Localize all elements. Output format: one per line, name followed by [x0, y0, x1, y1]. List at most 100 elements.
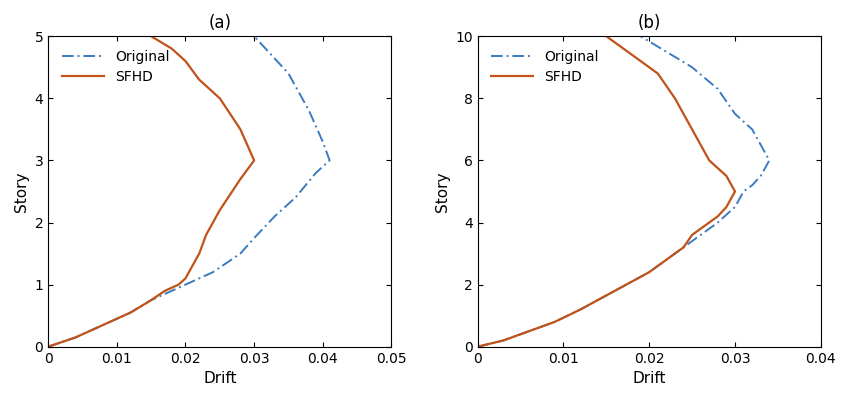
SFHD: [524, 329, 534, 334]
SFHD: [194, 251, 204, 256]
Original: [678, 245, 689, 250]
SFHD: [167, 46, 177, 51]
Original: [627, 279, 638, 284]
Y-axis label: Story: Story: [14, 171, 29, 212]
Original: [269, 214, 280, 219]
Original: [730, 112, 740, 116]
SFHD: [187, 264, 197, 268]
Original: [764, 158, 774, 163]
Original: [550, 320, 560, 324]
SFHD: [126, 310, 136, 315]
SFHD: [173, 282, 184, 287]
SFHD: [194, 77, 204, 82]
Original: [126, 310, 136, 315]
SFHD: [687, 127, 697, 132]
X-axis label: Drift: Drift: [203, 371, 236, 386]
Line: Original: Original: [48, 36, 330, 347]
SFHD: [180, 59, 190, 64]
SFHD: [601, 34, 611, 39]
Title: (a): (a): [208, 14, 231, 32]
SFHD: [201, 232, 211, 237]
SFHD: [498, 338, 508, 343]
Original: [222, 260, 232, 265]
SFHD: [687, 232, 697, 237]
Original: [747, 127, 757, 132]
SFHD: [627, 279, 638, 284]
SFHD: [235, 127, 246, 132]
SFHD: [722, 204, 732, 209]
SFHD: [473, 344, 483, 349]
Original: [575, 307, 586, 312]
SFHD: [670, 96, 680, 101]
SFHD: [713, 214, 723, 219]
Original: [325, 158, 335, 163]
Y-axis label: Story: Story: [434, 171, 450, 212]
Original: [180, 282, 190, 287]
Original: [71, 335, 81, 340]
Original: [713, 87, 723, 92]
SFHD: [98, 322, 108, 327]
Original: [747, 183, 757, 188]
SFHD: [636, 59, 646, 64]
SFHD: [160, 288, 170, 293]
SFHD: [180, 276, 190, 281]
SFHD: [618, 46, 628, 51]
SFHD: [146, 34, 156, 39]
Original: [756, 142, 766, 147]
SFHD: [215, 96, 225, 101]
Original: [695, 232, 706, 237]
Original: [304, 108, 314, 113]
Line: SFHD: SFHD: [478, 36, 735, 347]
Original: [498, 338, 508, 343]
Original: [249, 34, 259, 39]
SFHD: [550, 320, 560, 324]
Original: [713, 220, 723, 225]
SFHD: [644, 270, 654, 274]
SFHD: [609, 288, 620, 293]
Original: [283, 71, 293, 76]
X-axis label: Drift: Drift: [632, 371, 666, 386]
Original: [661, 49, 672, 54]
Original: [167, 288, 177, 293]
SFHD: [249, 158, 259, 163]
SFHD: [695, 226, 706, 231]
SFHD: [71, 335, 81, 340]
Original: [687, 65, 697, 70]
Original: [146, 298, 156, 302]
SFHD: [146, 298, 156, 302]
Original: [249, 236, 259, 240]
Original: [636, 34, 646, 39]
Legend: Original, SFHD: Original, SFHD: [484, 43, 606, 91]
Original: [235, 251, 246, 256]
Original: [311, 170, 321, 175]
Legend: Original, SFHD: Original, SFHD: [55, 43, 176, 91]
Original: [592, 298, 603, 302]
Original: [318, 139, 328, 144]
SFHD: [592, 298, 603, 302]
Original: [194, 276, 204, 281]
SFHD: [575, 307, 586, 312]
Original: [98, 322, 108, 327]
Line: SFHD: SFHD: [48, 36, 254, 347]
SFHD: [653, 71, 663, 76]
Original: [661, 257, 672, 262]
Original: [730, 204, 740, 209]
Original: [524, 329, 534, 334]
Original: [756, 174, 766, 178]
Original: [644, 270, 654, 274]
Original: [609, 288, 620, 293]
Original: [290, 195, 300, 200]
Original: [473, 344, 483, 349]
SFHD: [215, 208, 225, 212]
Title: (b): (b): [638, 14, 660, 32]
SFHD: [678, 245, 689, 250]
Original: [43, 344, 54, 349]
SFHD: [730, 189, 740, 194]
SFHD: [235, 177, 246, 182]
Line: Original: Original: [478, 36, 769, 347]
SFHD: [722, 174, 732, 178]
Original: [208, 270, 218, 274]
SFHD: [704, 158, 714, 163]
Original: [739, 189, 749, 194]
SFHD: [661, 257, 672, 262]
